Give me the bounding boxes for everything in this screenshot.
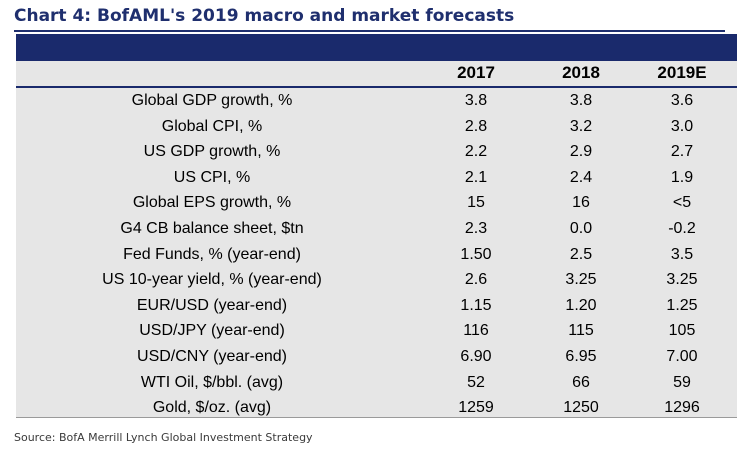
cell-value-2018: 3.2 [569, 117, 593, 135]
forecast-table: 2017 2018 2019E Global GDP growth, % 3.8 3… [16, 61, 737, 417]
table-row: US CPI, % 2.1 2.4 1.9 [16, 166, 737, 191]
row-label: WTI Oil, $/bbl. (avg) [140, 373, 284, 391]
cell-value-2018: 2.4 [569, 168, 593, 186]
cell-value-2017: 1.50 [460, 245, 492, 263]
row-label: EUR/USD (year-end) [136, 296, 288, 314]
cell-value-2017: 1.15 [460, 296, 492, 314]
row-label: Gold, $/oz. (avg) [152, 399, 272, 417]
cell-value-2019e: 105 [668, 322, 696, 340]
cell-value-2019e: 3.5 [670, 245, 694, 263]
cell-value-2019e: 3.25 [666, 271, 698, 289]
cell-value-2017: 3.8 [464, 92, 488, 109]
cell-value-2017: 2.6 [464, 271, 488, 289]
bottom-rule [16, 417, 737, 418]
cell-value-2019e: 7.00 [666, 348, 698, 365]
row-label: G4 CB balance sheet, $tn [120, 220, 304, 237]
row-label: Global CPI, % [161, 117, 263, 135]
cell-value-2019e: 3.6 [670, 92, 694, 109]
table-row: Fed Funds, % (year-end) 1.50 2.5 3.5 [16, 243, 737, 268]
cell-value-2017: 116 [463, 322, 489, 340]
cell-value-2019e: <5 [672, 194, 692, 212]
cell-value-2018: 1.20 [565, 296, 597, 314]
table-row: US 10-year yield, % (year-end) 2.6 3.25 3.2… [16, 268, 737, 293]
cell-value-2017: 6.90 [460, 348, 492, 365]
table-row: USD/JPY (year-end) 116 115 105 [16, 319, 737, 344]
cell-value-2018: 2.9 [569, 143, 593, 161]
chart-title: Chart 4: BofAML's 2019 macro and market … [14, 6, 515, 26]
table-row: Global CPI, % 2.8 3.2 3.0 [16, 115, 737, 140]
table-row: US GDP growth, % 2.2 2.9 2.7 [16, 140, 737, 165]
row-label: US GDP growth, % [143, 143, 281, 161]
cell-value-2017: 15 [467, 194, 485, 212]
cell-value-2018: 3.25 [565, 271, 597, 289]
table-row: EUR/USD (year-end) 1.15 1.20 1.25 [16, 294, 737, 319]
cell-value-2019e: 1296 [664, 399, 700, 417]
cell-value-2018: 2.5 [569, 245, 593, 263]
cell-value-2019e: -0.2 [668, 220, 696, 237]
cell-value-2017: 52 [467, 373, 485, 391]
title-rule [14, 30, 725, 32]
cell-value-2018: 115 [568, 322, 594, 340]
table-row: Global GDP growth, % 3.8 3.8 3.6 [16, 89, 737, 114]
cell-value-2019e: 2.7 [670, 143, 694, 161]
row-label: Fed Funds, % (year-end) [123, 245, 301, 263]
column-header-2018: 2018 [562, 63, 600, 82]
cell-value-2018: 6.95 [565, 348, 597, 365]
table-row: USD/CNY (year-end) 6.90 6.95 7.00 [16, 345, 737, 370]
table-row: WTI Oil, $/bbl. (avg) 52 66 59 [16, 371, 737, 396]
cell-value-2019e: 1.25 [666, 296, 698, 314]
header-divider [16, 86, 737, 88]
column-header-2017: 2017 [457, 63, 495, 82]
row-label: US CPI, % [173, 168, 251, 186]
row-label: Global EPS growth, % [132, 194, 292, 212]
cell-value-2018: 0.0 [569, 220, 593, 237]
header-band [16, 34, 737, 61]
cell-value-2019e: 1.9 [670, 168, 694, 186]
source-note: Source: BofA Merrill Lynch Global Invest… [14, 431, 313, 444]
table-header-row: 2017 2018 2019E [16, 61, 737, 86]
table-row: G4 CB balance sheet, $tn 2.3 0.0 -0.2 [16, 217, 737, 242]
cell-value-2018: 1250 [563, 399, 599, 417]
cell-value-2017: 1259 [458, 399, 494, 417]
cell-value-2019e: 3.0 [670, 117, 694, 135]
row-label: USD/JPY (year-end) [139, 322, 285, 340]
row-label: USD/CNY (year-end) [137, 348, 287, 365]
row-label: US 10-year yield, % (year-end) [102, 271, 322, 289]
cell-value-2017: 2.2 [464, 143, 488, 161]
column-header-2019e: 2019E [657, 63, 707, 82]
cell-value-2018: 3.8 [569, 92, 593, 109]
cell-value-2017: 2.8 [464, 117, 488, 135]
cell-value-2017: 2.1 [464, 168, 488, 186]
table-row: Global EPS growth, % 15 16 <5 [16, 191, 737, 216]
cell-value-2018: 66 [572, 373, 590, 391]
row-label: Global GDP growth, % [131, 92, 293, 109]
table-row: Gold, $/oz. (avg) 1259 1250 1296 [16, 396, 737, 421]
cell-value-2018: 16 [572, 194, 590, 212]
cell-value-2017: 2.3 [464, 220, 488, 237]
cell-value-2019e: 59 [673, 373, 691, 391]
